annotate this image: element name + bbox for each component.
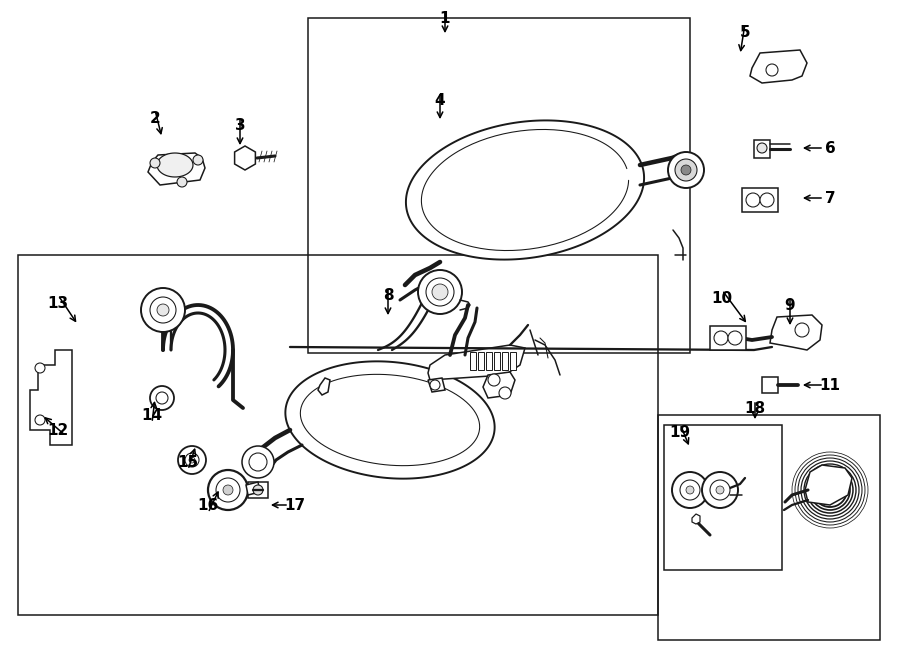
Circle shape (686, 486, 694, 494)
Polygon shape (406, 120, 644, 260)
Circle shape (150, 386, 174, 410)
Circle shape (150, 297, 176, 323)
Text: 10: 10 (711, 291, 733, 305)
Polygon shape (494, 352, 500, 370)
Text: 2: 2 (149, 111, 160, 126)
Polygon shape (428, 378, 445, 392)
Circle shape (426, 278, 454, 306)
Polygon shape (285, 361, 495, 479)
Polygon shape (157, 153, 193, 177)
Polygon shape (750, 50, 807, 83)
Text: 6: 6 (824, 140, 835, 156)
Polygon shape (510, 352, 516, 370)
Polygon shape (248, 482, 268, 498)
Circle shape (675, 159, 697, 181)
Circle shape (757, 143, 767, 153)
Text: 3: 3 (235, 117, 246, 132)
Text: 16: 16 (197, 498, 219, 512)
Polygon shape (148, 153, 205, 185)
Circle shape (680, 480, 700, 500)
Circle shape (156, 392, 168, 404)
Circle shape (141, 288, 185, 332)
Circle shape (766, 64, 778, 76)
Text: 12: 12 (48, 422, 68, 438)
Polygon shape (470, 352, 476, 370)
Circle shape (189, 457, 195, 463)
Circle shape (668, 152, 704, 188)
Circle shape (157, 304, 169, 316)
Text: 5: 5 (740, 24, 751, 40)
Text: 8: 8 (382, 287, 393, 303)
Text: 19: 19 (670, 424, 690, 440)
Circle shape (716, 486, 724, 494)
Polygon shape (318, 378, 330, 395)
Circle shape (746, 193, 760, 207)
Text: 11: 11 (820, 377, 841, 393)
Circle shape (488, 374, 500, 386)
Bar (658, 415, 880, 640)
Circle shape (208, 470, 248, 510)
Polygon shape (742, 188, 778, 212)
Circle shape (178, 446, 206, 474)
Text: 18: 18 (744, 401, 766, 416)
Bar (664, 425, 782, 570)
Circle shape (249, 453, 267, 471)
Circle shape (223, 485, 233, 495)
Circle shape (185, 453, 199, 467)
Circle shape (714, 331, 728, 345)
Text: 1: 1 (440, 11, 450, 26)
Circle shape (432, 284, 448, 300)
Polygon shape (478, 352, 484, 370)
Polygon shape (770, 315, 822, 350)
Text: 13: 13 (48, 295, 68, 310)
Bar (308, 18, 690, 353)
Circle shape (418, 270, 462, 314)
Polygon shape (710, 326, 746, 350)
Circle shape (499, 387, 511, 399)
Text: 9: 9 (785, 297, 796, 312)
Text: 7: 7 (824, 191, 835, 205)
Text: 4: 4 (435, 93, 446, 107)
Polygon shape (30, 350, 72, 445)
Circle shape (150, 158, 160, 168)
Polygon shape (805, 465, 852, 505)
Circle shape (193, 155, 203, 165)
Circle shape (728, 331, 742, 345)
Polygon shape (235, 146, 256, 170)
Circle shape (430, 380, 440, 390)
Circle shape (672, 472, 708, 508)
Polygon shape (754, 140, 770, 158)
Circle shape (681, 165, 691, 175)
Circle shape (795, 323, 809, 337)
Text: 17: 17 (284, 498, 306, 512)
Polygon shape (428, 345, 525, 380)
Polygon shape (692, 514, 700, 524)
Circle shape (242, 446, 274, 478)
Circle shape (216, 478, 240, 502)
Polygon shape (483, 372, 515, 398)
Text: 14: 14 (141, 408, 163, 422)
Circle shape (702, 472, 738, 508)
Circle shape (253, 485, 263, 495)
Circle shape (35, 363, 45, 373)
Polygon shape (502, 352, 508, 370)
Polygon shape (486, 352, 492, 370)
Circle shape (35, 415, 45, 425)
Polygon shape (246, 482, 260, 495)
Bar (18, 255, 658, 615)
Polygon shape (762, 377, 778, 393)
Text: 15: 15 (177, 455, 199, 469)
Circle shape (760, 193, 774, 207)
Circle shape (710, 480, 730, 500)
Circle shape (177, 177, 187, 187)
